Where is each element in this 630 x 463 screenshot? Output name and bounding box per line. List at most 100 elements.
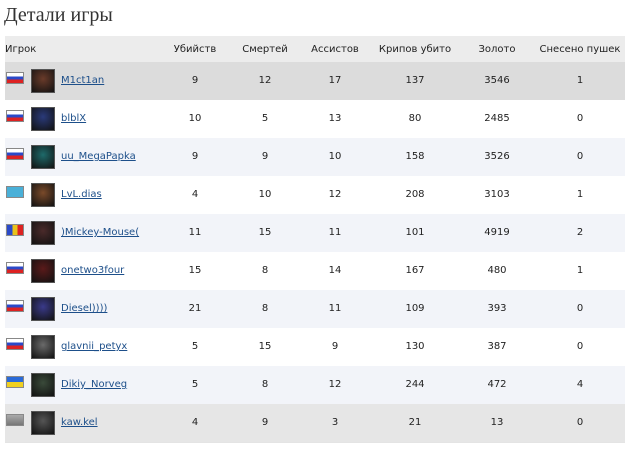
header-row: Игрок Убийств Смертей Ассистов Крипов убито З… bbox=[5, 36, 625, 63]
stat-cell: 244 bbox=[405, 379, 425, 390]
stat-cell: 80 bbox=[408, 113, 422, 124]
player-link[interactable]: onetwo3four bbox=[61, 265, 125, 276]
flag-icon bbox=[6, 376, 24, 388]
stat-cell: 1 bbox=[576, 75, 584, 86]
player-link[interactable]: M1ct1an bbox=[61, 75, 105, 86]
stat-cell: 11 bbox=[328, 303, 342, 314]
player-row: LvL.dias 4 10 12 208 3103 1 bbox=[5, 176, 625, 215]
stat-cell: 1 bbox=[576, 189, 584, 200]
stat-cell: 14 bbox=[328, 265, 342, 276]
column-header: Золото bbox=[478, 44, 516, 55]
player-link[interactable]: )Mickey-Mouse( bbox=[61, 227, 140, 238]
player-row: kaw.kel 4 9 3 21 13 0 bbox=[5, 404, 625, 443]
player-link[interactable]: Dikiy_Norveg bbox=[61, 379, 128, 390]
player-link[interactable]: uu_MegaPapka bbox=[61, 151, 136, 162]
stat-cell: 9 bbox=[191, 151, 199, 162]
flag-icon bbox=[6, 148, 24, 160]
stat-cell: 8 bbox=[261, 303, 269, 314]
player-row: Dikiy_Norveg 5 8 12 244 472 4 bbox=[5, 366, 625, 405]
stat-cell: 472 bbox=[487, 379, 507, 390]
stat-cell: 4 bbox=[191, 417, 199, 428]
stat-cell: 9 bbox=[331, 341, 339, 352]
stat-cell: 0 bbox=[576, 341, 584, 352]
stat-cell: 12 bbox=[328, 189, 342, 200]
stat-cell: 5 bbox=[261, 113, 269, 124]
player-link[interactable]: kaw.kel bbox=[61, 417, 98, 428]
column-header: Смертей bbox=[242, 44, 288, 55]
stat-cell: 15 bbox=[258, 341, 272, 352]
flag-icon bbox=[6, 186, 24, 198]
player-row: blblX 10 5 13 80 2485 0 bbox=[5, 100, 625, 139]
stat-cell: 0 bbox=[576, 113, 584, 124]
flag-icon bbox=[6, 262, 24, 274]
stat-cell: 109 bbox=[405, 303, 425, 314]
avatar bbox=[31, 183, 55, 207]
stat-cell: 11 bbox=[328, 227, 342, 238]
stat-cell: 167 bbox=[405, 265, 425, 276]
stat-cell: 480 bbox=[487, 265, 507, 276]
avatar bbox=[31, 297, 55, 321]
column-header: Игрок bbox=[5, 44, 37, 55]
stat-cell: 4 bbox=[576, 379, 584, 390]
stat-cell: 9 bbox=[261, 417, 269, 428]
avatar bbox=[31, 259, 55, 283]
page-title: Детали игры bbox=[4, 4, 113, 26]
stat-cell: 8 bbox=[261, 379, 269, 390]
player-link[interactable]: Diesel)))) bbox=[61, 303, 108, 314]
player-link[interactable]: LvL.dias bbox=[61, 189, 102, 200]
player-row: Diesel)))) 21 8 11 109 393 0 bbox=[5, 290, 625, 329]
stat-cell: 208 bbox=[405, 189, 425, 200]
stat-cell: 0 bbox=[576, 417, 584, 428]
player-link[interactable]: blblX bbox=[61, 113, 87, 124]
stat-cell: 2485 bbox=[484, 113, 510, 124]
player-row: glavnii_petyx 5 15 9 130 387 0 bbox=[5, 328, 625, 367]
stat-cell: 5 bbox=[191, 379, 199, 390]
stat-cell: 15 bbox=[258, 227, 272, 238]
stat-cell: 3546 bbox=[484, 75, 510, 86]
avatar bbox=[31, 145, 55, 169]
flag-icon bbox=[6, 110, 24, 122]
flag-icon bbox=[6, 300, 24, 312]
stat-cell: 15 bbox=[188, 265, 202, 276]
flag-icon bbox=[6, 72, 24, 84]
avatar bbox=[31, 107, 55, 131]
stat-cell: 4 bbox=[191, 189, 199, 200]
stat-cell: 4919 bbox=[484, 227, 510, 238]
stat-cell: 3103 bbox=[484, 189, 510, 200]
player-row: )Mickey-Mouse(11 15 11 101 4919 2 bbox=[5, 214, 625, 253]
stat-cell: 10 bbox=[328, 151, 342, 162]
stat-cell: 21 bbox=[188, 303, 202, 314]
stat-cell: 13 bbox=[328, 113, 342, 124]
player-row: onetwo3four 15 8 14 167 480 1 bbox=[5, 252, 625, 291]
stat-cell: 130 bbox=[405, 341, 425, 352]
stat-cell: 13 bbox=[490, 417, 504, 428]
stat-cell: 21 bbox=[408, 417, 422, 428]
stat-cell: 158 bbox=[405, 151, 425, 162]
flag-icon bbox=[6, 224, 24, 236]
player-row: uu_MegaPapka 9 9 10 158 3526 0 bbox=[5, 138, 625, 177]
stat-cell: 9 bbox=[191, 75, 199, 86]
stat-cell: 0 bbox=[576, 303, 584, 314]
stat-cell: 10 bbox=[188, 113, 202, 124]
stat-cell: 10 bbox=[258, 189, 272, 200]
stat-cell: 393 bbox=[487, 303, 507, 314]
stat-cell: 5 bbox=[191, 341, 199, 352]
avatar bbox=[31, 373, 55, 397]
player-link[interactable]: glavnii_petyx bbox=[61, 341, 128, 352]
stat-cell: 137 bbox=[405, 75, 425, 86]
stat-cell: 1 bbox=[576, 265, 584, 276]
stat-cell: 11 bbox=[188, 227, 202, 238]
column-header: Снесено пушек bbox=[539, 44, 621, 55]
stat-cell: 101 bbox=[405, 227, 425, 238]
stat-cell: 387 bbox=[487, 341, 507, 352]
column-header: Убийств bbox=[173, 44, 217, 55]
stat-cell: 12 bbox=[328, 379, 342, 390]
avatar bbox=[31, 69, 55, 93]
flag-icon bbox=[6, 338, 24, 350]
stat-cell: 0 bbox=[576, 151, 584, 162]
avatar bbox=[31, 411, 55, 435]
stat-cell: 17 bbox=[328, 75, 342, 86]
stat-cell: 12 bbox=[258, 75, 272, 86]
flag-icon bbox=[6, 414, 24, 426]
